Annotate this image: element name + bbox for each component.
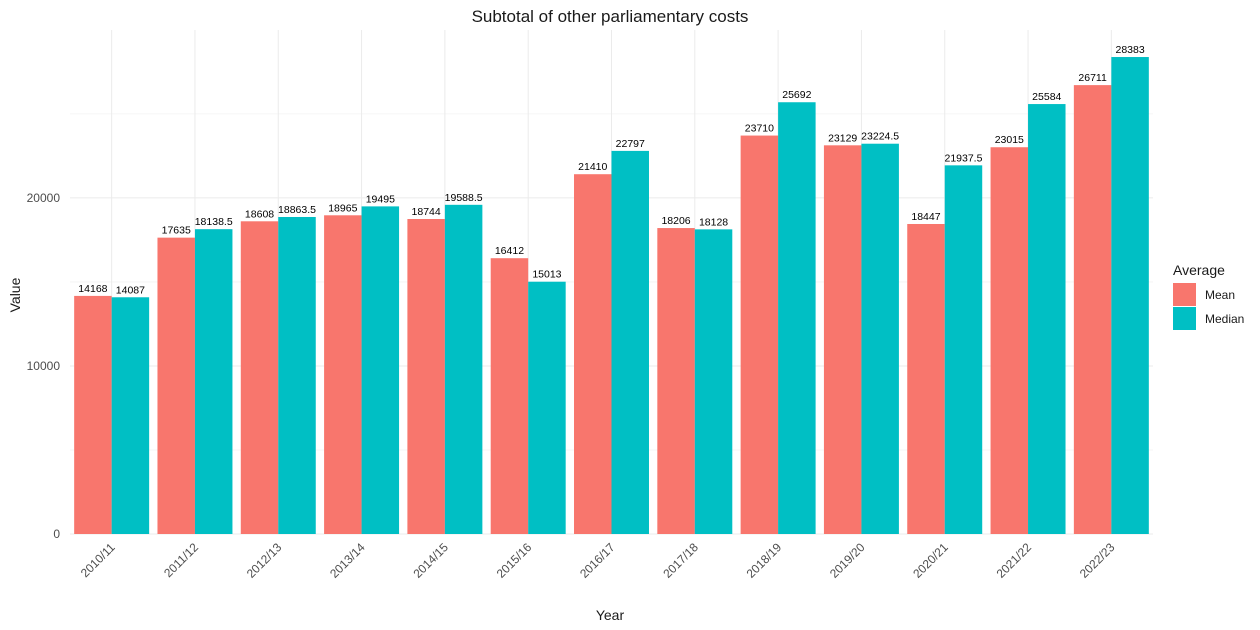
x-tick-label: 2017/18	[660, 540, 701, 581]
data-label-mean: 23129	[828, 132, 857, 144]
data-label-median: 18128	[699, 216, 728, 228]
data-label-median: 23224.5	[861, 131, 899, 143]
legend-key-mean	[1173, 283, 1196, 306]
x-tick-label: 2019/20	[827, 540, 868, 581]
x-tick-label: 2015/16	[494, 540, 535, 581]
x-tick-label: 2012/13	[244, 540, 285, 581]
chart-title: Subtotal of other parliamentary costs	[472, 7, 749, 26]
bar-mean	[324, 215, 362, 534]
data-label-mean: 18744	[412, 206, 441, 218]
bar-median	[194, 229, 233, 535]
data-label-mean: 17635	[162, 225, 191, 237]
bar-median	[111, 297, 150, 534]
bar-median	[278, 216, 316, 534]
data-label-mean: 23015	[995, 134, 1024, 146]
legend-title: Average	[1173, 262, 1225, 278]
x-axis-title: Year	[596, 607, 625, 623]
data-label-mean: 18447	[911, 211, 940, 223]
bars	[74, 57, 1149, 535]
bar-mean	[157, 237, 195, 534]
data-label-median: 19588.5	[445, 192, 483, 204]
bar-mean	[74, 295, 112, 534]
y-tick-label: 20000	[27, 191, 61, 205]
bar-median	[694, 229, 733, 535]
y-tick-label: 10000	[27, 359, 61, 373]
y-tick-label: 0	[53, 527, 60, 541]
data-label-median: 22797	[616, 138, 645, 150]
legend-label-median: Median	[1205, 312, 1244, 326]
data-label-mean: 18965	[328, 202, 357, 214]
bar-median	[361, 206, 400, 534]
data-label-median: 14087	[116, 284, 145, 296]
data-label-median: 15013	[532, 269, 561, 281]
legend: Average Mean Median	[1173, 262, 1244, 330]
data-label-median: 18863.5	[278, 204, 316, 216]
data-label-mean: 26711	[1078, 72, 1107, 84]
data-label-mean: 21410	[578, 161, 607, 173]
data-label-median: 21937.5	[944, 152, 982, 164]
data-label-mean: 18206	[661, 215, 690, 227]
bar-mean	[574, 174, 612, 534]
data-labels: 14168 17635 18608 18965 18744 16412 21410 18206…	[78, 44, 1145, 296]
data-label-median: 28383	[1115, 44, 1144, 56]
y-axis: 0 10000 20000	[27, 191, 61, 541]
bar-mean	[490, 258, 529, 534]
bar-median	[1111, 57, 1149, 535]
x-tick-label: 2021/22	[994, 540, 1035, 581]
bar-mean	[907, 223, 945, 534]
bar-median	[944, 165, 983, 534]
data-label-median: 19495	[366, 193, 395, 205]
bar-mean	[990, 147, 1029, 535]
legend-label-mean: Mean	[1205, 288, 1235, 302]
data-label-mean: 16412	[495, 245, 524, 257]
bar-mean	[740, 135, 779, 534]
bar-median	[611, 150, 649, 534]
bar-median	[528, 281, 566, 534]
bar-mean	[1073, 85, 1112, 534]
data-label-mean: 18608	[245, 208, 274, 220]
x-tick-label: 2020/21	[910, 540, 951, 581]
bar-mean	[407, 219, 445, 534]
x-tick-label: 2014/15	[410, 540, 451, 581]
x-tick-label: 2016/17	[577, 540, 618, 581]
data-label-median: 25584	[1032, 91, 1061, 103]
data-label-median: 18138.5	[195, 216, 233, 228]
data-label-mean: 23710	[745, 123, 774, 135]
x-axis: 2010/11 2011/12 2012/13 2013/14 2014/15 2015/…	[78, 540, 1118, 581]
data-label-median: 25692	[782, 89, 811, 101]
legend-key-median	[1173, 307, 1196, 330]
x-tick-label: 2018/19	[744, 540, 785, 581]
bar-mean	[657, 228, 695, 535]
x-tick-label: 2022/23	[1077, 540, 1118, 581]
x-tick-label: 2010/11	[78, 540, 118, 580]
x-tick-label: 2011/12	[161, 540, 201, 580]
x-tick-label: 2013/14	[327, 540, 368, 581]
bar-median	[444, 204, 483, 535]
y-axis-title: Value	[7, 277, 23, 312]
bar-median	[861, 143, 899, 534]
bar-median	[778, 102, 816, 534]
data-label-mean: 14168	[78, 283, 107, 295]
bar-mean	[240, 221, 279, 535]
bar-mean	[823, 145, 862, 535]
bar-median	[1028, 104, 1066, 534]
